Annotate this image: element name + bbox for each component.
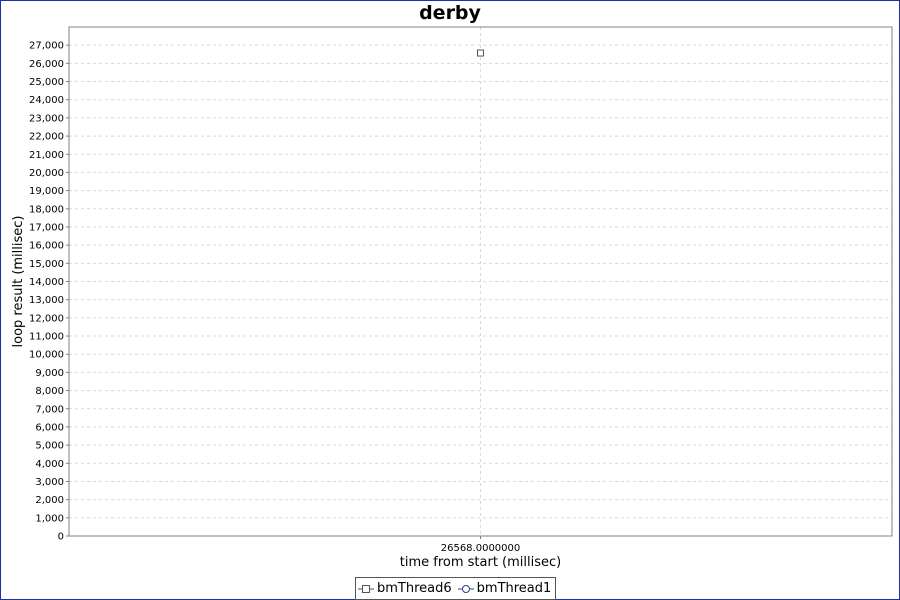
y-tick-label: 8,000 (35, 386, 64, 397)
y-tick-label: 19,000 (29, 186, 64, 197)
y-tick-label: 1,000 (35, 513, 64, 524)
y-tick-label: 4,000 (35, 459, 64, 470)
legend-label: bmThread6 (377, 581, 452, 596)
legend-item-series-1: bmThread1 (457, 581, 552, 596)
data-point-series-0 (477, 49, 484, 57)
y-tick-label: 22,000 (29, 132, 64, 143)
legend-label: bmThread1 (476, 581, 552, 596)
y-tick-label: 20,000 (29, 168, 64, 179)
y-tick-label: 17,000 (29, 222, 64, 233)
y-tick-label: 15,000 (29, 259, 64, 270)
y-tick-label: 18,000 (29, 204, 64, 215)
y-tick-label: 26,000 (29, 59, 64, 70)
y-tick-label: 16,000 (29, 241, 64, 252)
legend-item-series-0: bmThread6 (358, 581, 452, 596)
y-tick-label: 13,000 (29, 295, 64, 306)
legend-circle-marker-icon (457, 584, 474, 593)
y-tick-label: 3,000 (35, 477, 64, 488)
y-tick-label: 14,000 (29, 277, 64, 288)
y-tick-label: 27,000 (29, 41, 64, 52)
y-tick-label: 7,000 (35, 404, 64, 415)
y-tick-label: 24,000 (29, 95, 64, 106)
y-axis-label: loop result (millisec) (11, 216, 26, 348)
x-tick-label: 26568.0000000 (441, 543, 521, 554)
y-tick-label: 6,000 (35, 422, 64, 433)
legend-square-marker-icon (358, 584, 374, 593)
y-tick-label: 21,000 (29, 150, 64, 161)
chart-title: derby (419, 2, 481, 24)
y-tick-label: 23,000 (29, 113, 64, 124)
plot-border (68, 26, 893, 537)
y-tick-label: 11,000 (29, 332, 64, 343)
y-tick-label: 5,000 (35, 441, 64, 452)
y-tick-label: 9,000 (35, 368, 64, 379)
y-tick-label: 2,000 (35, 495, 64, 506)
y-tick-label: 0 (58, 532, 64, 543)
y-tick-label: 10,000 (29, 350, 64, 361)
y-tick-label: 12,000 (29, 313, 64, 324)
y-tick-label: 25,000 (29, 77, 64, 88)
chart-legend: bmThread6 bmThread1 (355, 577, 557, 600)
x-axis-label: time from start (millisec) (400, 555, 561, 570)
